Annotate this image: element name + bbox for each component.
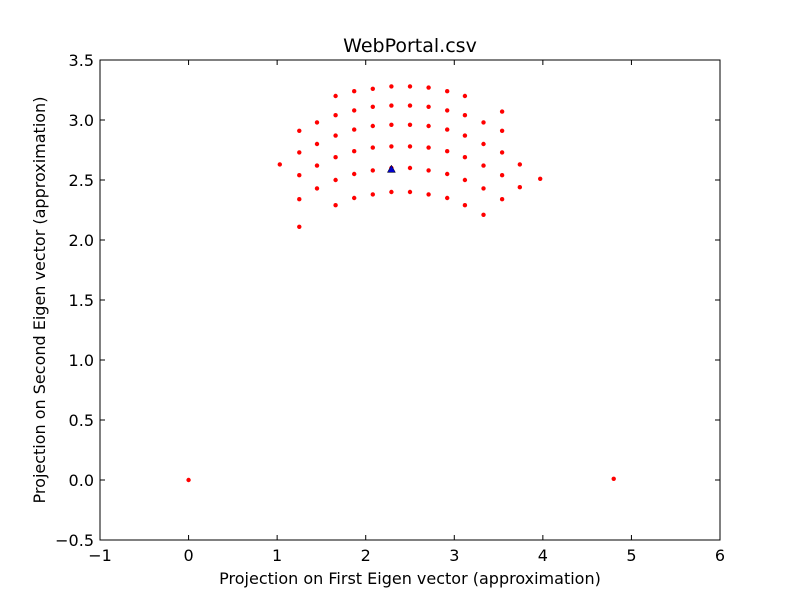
scatter-point bbox=[407, 84, 413, 89]
scatter-point bbox=[407, 103, 413, 108]
scatter-point bbox=[352, 195, 357, 201]
scatter-point bbox=[297, 173, 302, 178]
scatter-point bbox=[462, 155, 468, 160]
scatter-point bbox=[462, 133, 468, 138]
x-tick-label: 5 bbox=[626, 546, 636, 565]
scatter-point bbox=[426, 123, 431, 129]
centroid-marker bbox=[386, 164, 396, 173]
scatter-point bbox=[297, 197, 302, 202]
scatter-point bbox=[297, 128, 302, 133]
x-tick-label: 2 bbox=[361, 546, 371, 565]
scatter-point bbox=[352, 108, 357, 113]
y-tick-label: 1.0 bbox=[69, 351, 94, 370]
scatter-point bbox=[352, 89, 357, 94]
scatter-point bbox=[481, 141, 486, 147]
scatter-point bbox=[481, 186, 486, 191]
scatter-point bbox=[445, 149, 450, 154]
y-tick-label: 2.0 bbox=[69, 231, 94, 250]
scatter-point bbox=[462, 93, 468, 99]
scatter-point bbox=[517, 185, 523, 190]
scatter-point bbox=[333, 133, 338, 138]
x-tick-label: 3 bbox=[449, 546, 459, 565]
scatter-point bbox=[481, 120, 486, 125]
y-tick-label: −0.5 bbox=[55, 531, 94, 550]
y-tick-label: 0.5 bbox=[69, 411, 94, 430]
x-tick-label: 4 bbox=[538, 546, 548, 565]
scatter-point bbox=[499, 109, 505, 114]
y-tick-label: 2.5 bbox=[69, 171, 94, 190]
scatter-point bbox=[611, 476, 616, 481]
scatter-point bbox=[277, 162, 282, 167]
scatter-point bbox=[333, 93, 338, 99]
scatter-point bbox=[370, 168, 375, 173]
scatter-point bbox=[481, 163, 486, 168]
scatter-point bbox=[407, 189, 413, 195]
scatter-point bbox=[407, 122, 413, 128]
scatter-point bbox=[352, 149, 357, 154]
scatter-point bbox=[314, 186, 320, 191]
scatter-point bbox=[462, 177, 468, 183]
scatter-point bbox=[407, 165, 413, 171]
scatter-point bbox=[499, 197, 505, 202]
chart-title: WebPortal.csv bbox=[343, 35, 477, 57]
scatter-point bbox=[370, 192, 375, 197]
scatter-point bbox=[426, 145, 431, 150]
x-axis-label: Projection on First Eigen vector (approx… bbox=[219, 569, 601, 588]
scatter-point bbox=[481, 212, 486, 217]
scatter-point bbox=[297, 224, 302, 229]
scatter-point bbox=[352, 171, 357, 177]
scatter-point bbox=[333, 113, 338, 118]
scatter-point bbox=[186, 477, 191, 483]
scatter-point bbox=[499, 128, 505, 133]
marks-layer bbox=[186, 84, 616, 483]
scatter-point bbox=[407, 144, 413, 149]
scatter-point bbox=[426, 85, 431, 90]
scatter-point bbox=[499, 173, 505, 178]
scatter-point bbox=[370, 145, 375, 150]
y-axis-label: Projection on Second Eigen vector (appro… bbox=[30, 97, 49, 504]
scatter-point bbox=[538, 176, 543, 181]
scatter-point bbox=[370, 104, 375, 110]
scatter-point bbox=[462, 203, 468, 208]
scatter-point bbox=[333, 177, 338, 183]
scatter-point bbox=[445, 195, 450, 201]
scatter-point bbox=[426, 192, 431, 197]
scatter-point bbox=[314, 163, 320, 168]
x-tick-label: −1 bbox=[88, 546, 112, 565]
scatter-point bbox=[445, 108, 450, 113]
scatter-point bbox=[389, 144, 394, 149]
scatter-point bbox=[445, 89, 450, 94]
scatter-point bbox=[389, 122, 394, 128]
scatter-point bbox=[389, 103, 394, 108]
y-tick-label: 1.5 bbox=[69, 291, 94, 310]
scatter-point bbox=[297, 150, 302, 155]
scatter-point bbox=[389, 84, 394, 89]
scatter-point bbox=[352, 127, 357, 132]
y-tick-label: 0.0 bbox=[69, 471, 94, 490]
y-tick-label: 3.0 bbox=[69, 111, 94, 130]
scatter-point bbox=[370, 123, 375, 129]
y-tick-label: 3.5 bbox=[69, 51, 94, 70]
scatter-point bbox=[426, 168, 431, 173]
ticks-layer: −1 0 1 2 3 4 5 6 −0.5 0.0 0.5 1.0 1.5 2.0 2.5 3.0 3.5 bbox=[55, 51, 725, 565]
x-tick-label: 6 bbox=[715, 546, 725, 565]
scatter-point bbox=[314, 120, 320, 125]
scatter-point bbox=[462, 113, 468, 118]
scatter-point bbox=[445, 171, 450, 177]
x-tick-label: 0 bbox=[183, 546, 193, 565]
scatter-point bbox=[333, 203, 338, 208]
scatter-point bbox=[389, 189, 394, 195]
scatter-point bbox=[426, 104, 431, 110]
scatter-point bbox=[517, 162, 523, 167]
scatter-point bbox=[333, 155, 338, 160]
scatter-point bbox=[314, 141, 320, 147]
scatter-point bbox=[445, 127, 450, 132]
scatter-point bbox=[370, 86, 375, 92]
x-tick-label: 1 bbox=[272, 546, 282, 565]
scatter-point bbox=[499, 150, 505, 155]
